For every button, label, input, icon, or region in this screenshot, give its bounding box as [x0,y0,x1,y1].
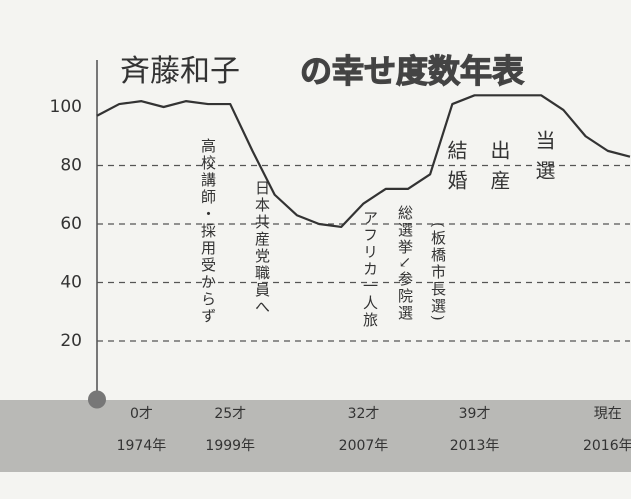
x-year-label: 2013年 [450,438,500,454]
chart: 斉藤和子 の幸せ度数年表 20 40 60 80 100 0才 1974年 25才 1999年 3… [0,0,631,499]
annotation: 日本共産党職員へ [252,180,273,316]
annotation: 総選挙↘参院選 [395,205,416,322]
x-year-label: 2016年 [583,438,631,454]
chart-title: 斉藤和子 [120,54,240,89]
x-year-label: 2007年 [339,438,389,454]
annotation: 当選 [530,130,559,190]
x-tick-label: 25才 [214,406,246,422]
chart-subtitle: の幸せ度数年表 [300,52,524,90]
time-band [0,400,631,472]
x-year-label: 1974年 [117,438,167,454]
annotation: 高校講師・採用受からず [198,138,219,325]
x-tick-label: 現在 [594,406,622,422]
y-tick-label: 60 [60,214,82,234]
annotation: (板橋市長選) [428,222,449,323]
annotation: 結婚 [442,140,471,200]
origin-dot [88,391,106,409]
annotation: 出産 [485,140,514,200]
annotation: アフリカ一人旅 [360,210,381,329]
x-year-label: 1999年 [205,438,255,454]
y-tick-label: 40 [60,273,82,293]
y-tick-label: 100 [50,97,82,117]
y-tick-label: 20 [60,331,82,351]
y-tick-label: 80 [60,156,82,176]
page: 斉藤和子 の幸せ度数年表 20 40 60 80 100 0才 1974年 25才 1999年 3… [0,0,631,499]
x-tick-label: 39才 [459,406,491,422]
x-tick-label: 0才 [130,406,153,422]
x-tick-label: 32才 [348,406,380,422]
